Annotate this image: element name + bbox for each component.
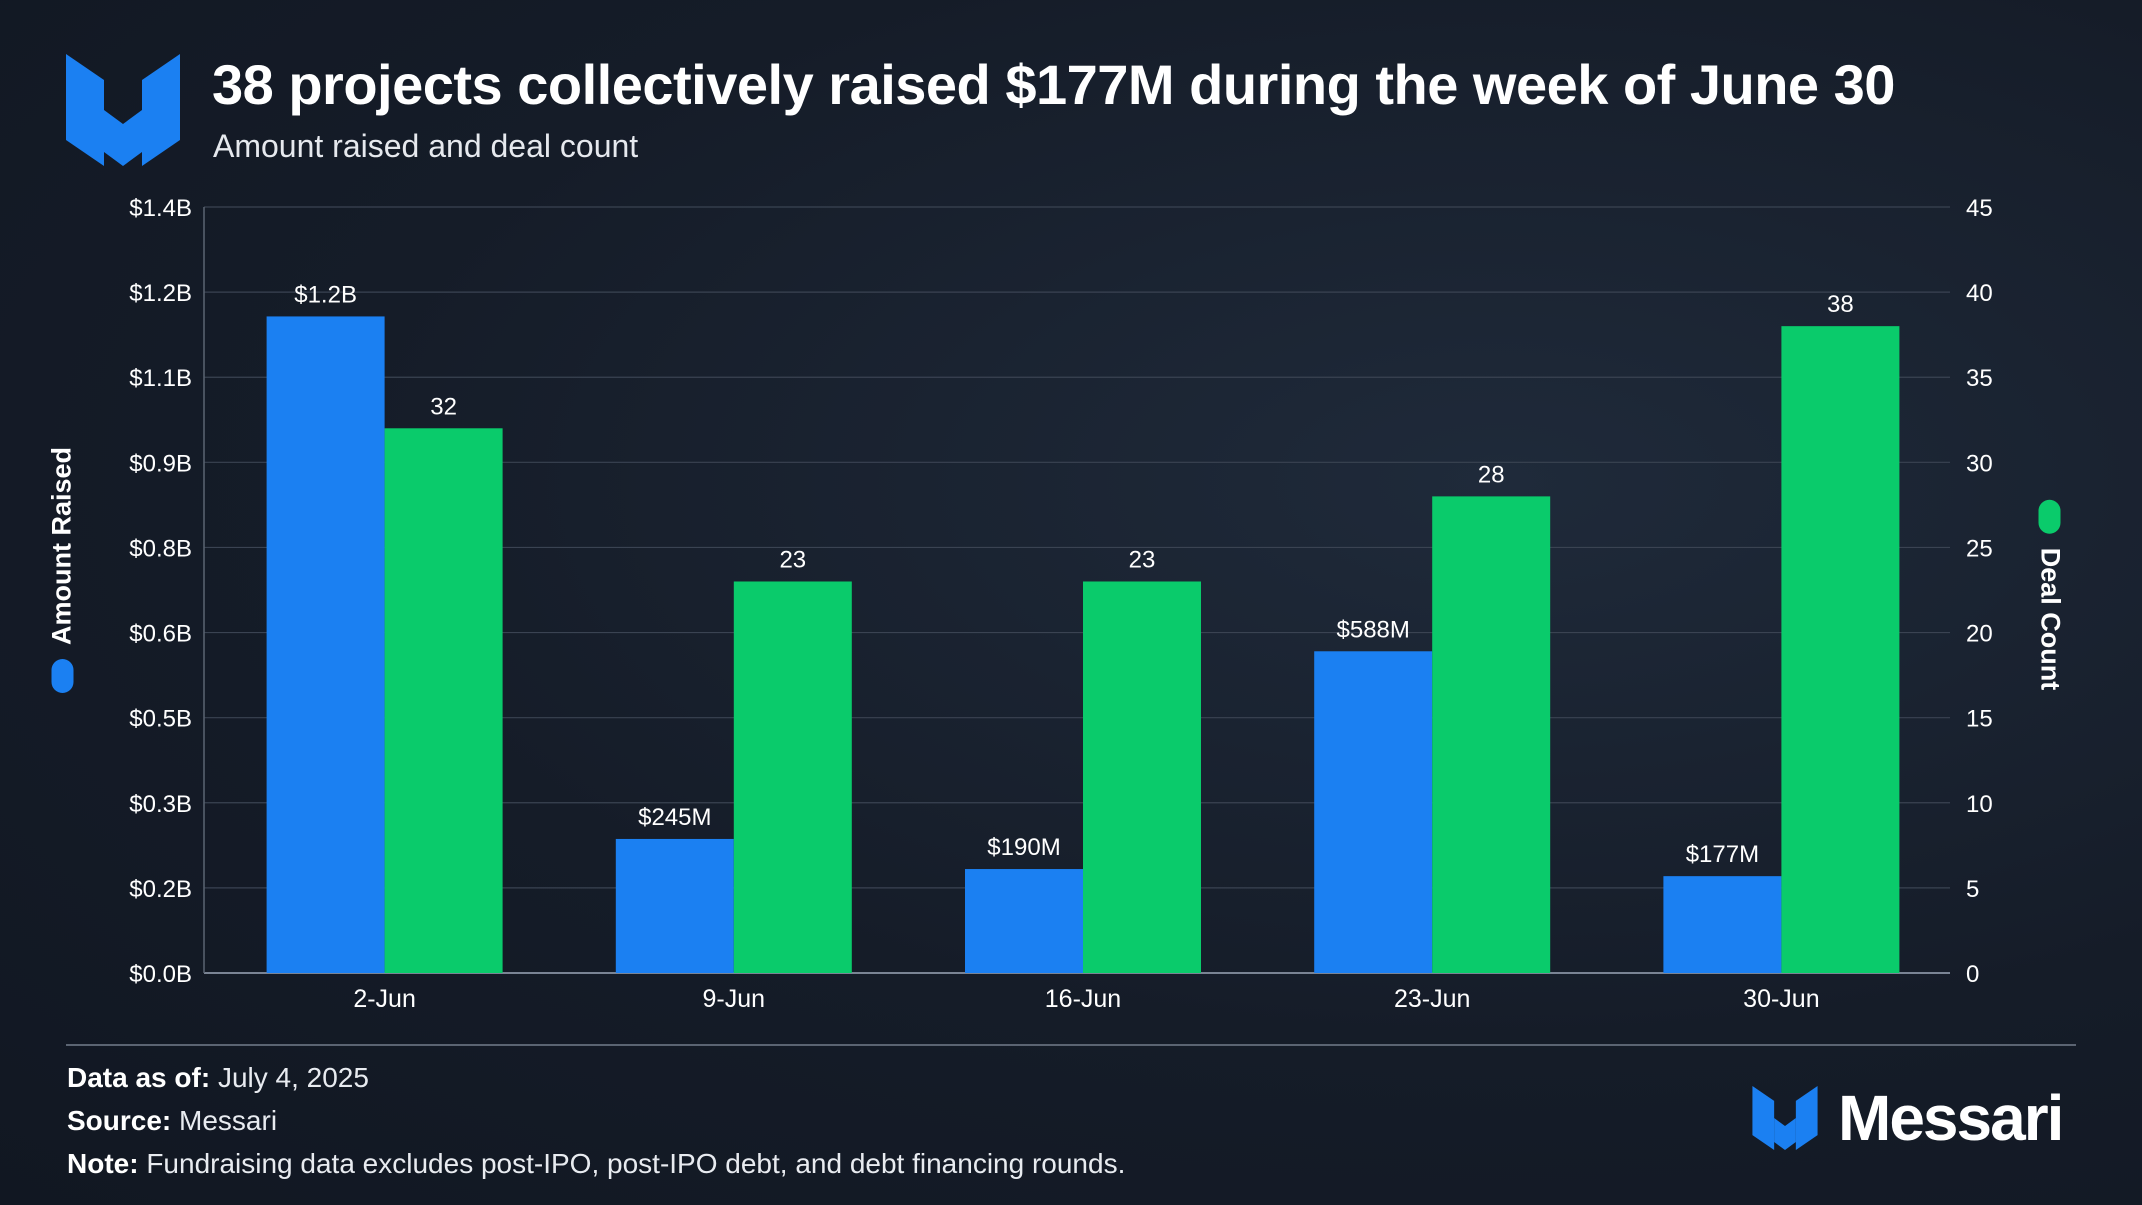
amount-data-label: $177M [1686,841,1759,868]
y-axis-right-title: Deal Count [2035,499,2066,691]
deal-count-bar [1781,326,1900,974]
deal-count-data-label: 28 [1478,461,1505,488]
deal-count-data-label: 23 [1129,546,1156,573]
amount-bar [266,316,385,973]
amount-bar [615,838,734,973]
deal-count-bar [384,428,503,973]
messari-wordmark: Messari [1838,1082,2064,1154]
chart-subtitle: Amount raised and deal count [213,128,639,164]
data-as-of-label: Data as of: [67,1062,211,1093]
amount-data-label: $1.2B [294,281,357,308]
note-line: Note: Fundraising data excludes post-IPO… [67,1142,1125,1185]
y-right-tick-label: 20 [1966,621,1993,648]
note-label: Note: [67,1148,139,1179]
amount-bar [965,869,1083,973]
data-as-of-value: July 4, 2025 [217,1062,369,1093]
y-left-tick-label: $0.5B [129,706,192,733]
y-right-tick-label: 0 [1966,961,1979,988]
y-axis-left-label: Amount Raised [46,446,77,646]
deal-count-data-label: 38 [1827,291,1854,318]
y-right-tick-label: 40 [1966,280,1993,307]
amount-data-label: $588M [1337,616,1410,643]
y-right-tick-label: 30 [1966,450,1993,477]
y-left-tick-label: $0.8B [129,535,192,562]
messari-brand-icon [1752,1086,1818,1150]
y-left-tick-label: $1.2B [129,280,192,307]
y-left-tick-label: $0.0B [129,961,192,988]
y-axis-left-title: Amount Raised [46,446,78,694]
source-line: Source: Messari [67,1099,1125,1142]
deal-count-data-label: 32 [430,393,457,420]
deal-count-bar [1432,496,1551,973]
y-left-tick-label: $1.4B [129,195,192,222]
y-left-tick-label: $0.3B [129,791,192,818]
deal-count-bar [733,581,852,973]
y-right-tick-label: 45 [1966,195,1993,222]
x-tick-label: 23-Jun [1394,985,1470,1013]
data-as-of-line: Data as of: July 4, 2025 [67,1056,1125,1099]
source-value: Messari [179,1105,278,1136]
y-right-tick-label: 35 [1966,365,1993,392]
amount-data-label: $190M [987,834,1060,861]
x-tick-label: 2-Jun [353,985,416,1013]
source-label: Source: [67,1105,172,1136]
y-left-tick-label: $0.2B [129,876,192,903]
amount-bar [1314,651,1433,973]
x-tick-label: 16-Jun [1045,985,1121,1013]
y-left-tick-label: $1.1B [129,365,192,392]
chart-title: 38 projects collectively raised $177M du… [212,53,1895,116]
footer-divider [66,1044,2076,1046]
y-left-tick-label: $0.6B [129,621,192,648]
footer-notes: Data as of: July 4, 2025 Source: Messari… [67,1056,1125,1185]
x-tick-label: 9-Jun [703,985,766,1013]
note-value: Fundraising data excludes post-IPO, post… [146,1148,1126,1179]
amount-legend-swatch [51,659,73,694]
deal-count-bar [1083,581,1201,973]
messari-logo-icon [66,54,180,166]
y-axis-right-label: Deal Count [2035,547,2066,691]
deal-count-data-label: 23 [779,546,806,573]
y-right-tick-label: 5 [1966,876,1979,903]
deals-legend-swatch [2039,499,2061,534]
y-left-tick-label: $0.9B [129,450,192,477]
messari-brand: Messari [1752,1082,2064,1154]
amount-data-label: $245M [638,804,711,831]
amount-bar [1663,876,1782,973]
x-tick-label: 30-Jun [1743,985,1819,1013]
bar-chart: $0.0B 0 $0.2B 5 $0.3B 10 $0.5B 15 $0.6B 20 $0.8B 25… [129,195,1993,1013]
y-right-tick-label: 10 [1966,791,1993,818]
y-right-tick-label: 15 [1966,706,1993,733]
y-right-tick-label: 25 [1966,535,1993,562]
